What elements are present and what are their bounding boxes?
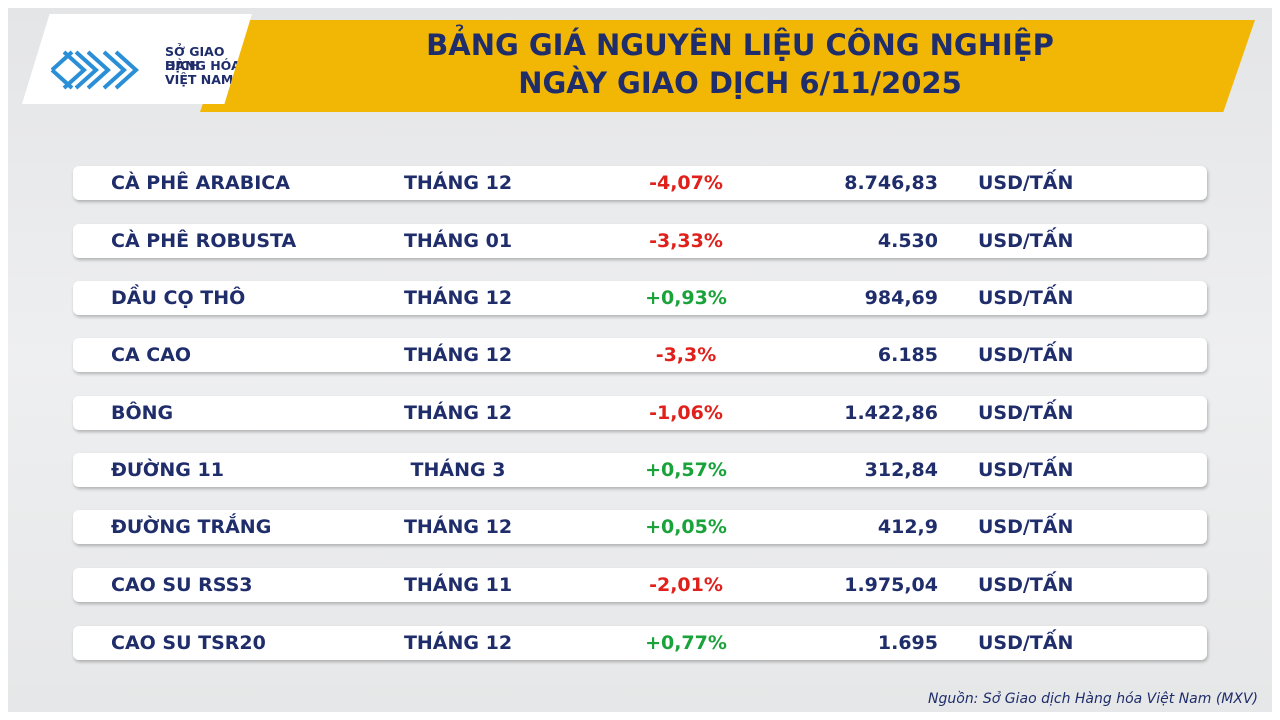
table-row: CAO SU RSS3 THÁNG 11 -2,01% 1.975,04 USD/TẤN — [73, 568, 1207, 602]
commodity: ĐƯỜNG 11 — [111, 459, 224, 481]
unit: USD/TẤN — [978, 344, 1074, 366]
logo-line: HÀNG HÓA — [165, 58, 241, 73]
price: 1.975,04 — [844, 574, 938, 596]
contract-month: THÁNG 12 — [403, 287, 513, 309]
table-row: ĐƯỜNG TRẮNG THÁNG 12 +0,05% 412,9 USD/TẤN — [73, 510, 1207, 544]
change: +0,93% — [645, 287, 727, 309]
change: +0,77% — [645, 632, 727, 654]
commodity: CA CAO — [111, 344, 192, 366]
table-row: BÔNG THÁNG 12 -1,06% 1.422,86 USD/TẤN — [73, 396, 1207, 430]
commodity: BÔNG — [111, 402, 174, 424]
table-row: ĐƯỜNG 11 THÁNG 3 +0,57% 312,84 USD/TẤN — [73, 453, 1207, 487]
logo-line: VIỆT NAM — [165, 72, 234, 87]
unit: USD/TẤN — [978, 632, 1074, 654]
change: -3,3% — [655, 344, 717, 366]
price: 1.695 — [877, 632, 938, 654]
price: 6.185 — [877, 344, 938, 366]
table-row: DẦU CỌ THÔ THÁNG 12 +0,93% 984,69 USD/TẤN — [73, 281, 1207, 315]
unit: USD/TẤN — [978, 172, 1074, 194]
change: -3,33% — [649, 230, 723, 252]
subtitle: NGÀY GIAO DỊCH 6/11/2025 — [518, 66, 962, 100]
change: -1,06% — [649, 402, 723, 424]
contract-month: THÁNG 12 — [403, 172, 513, 194]
change: -2,01% — [649, 574, 723, 596]
commodity: CÀ PHÊ ROBUSTA — [111, 230, 297, 252]
price: 984,69 — [864, 287, 938, 309]
contract-month: THÁNG 12 — [403, 632, 513, 654]
logo: SỞ GIAO DỊCH HÀNG HÓA VIỆT NAM — [22, 14, 252, 104]
unit: USD/TẤN — [978, 230, 1074, 252]
contract-month: THÁNG 01 — [403, 230, 513, 252]
price: 8.746,83 — [844, 172, 938, 194]
commodity: DẦU CỌ THÔ — [111, 287, 246, 309]
contract-month: THÁNG 11 — [403, 574, 513, 596]
source: Nguồn: Sở Giao dịch Hàng hóa Việt Nam (M… — [928, 691, 1258, 707]
header-banner — [200, 20, 1255, 112]
price: 412,9 — [877, 516, 938, 538]
contract-month: THÁNG 12 — [403, 516, 513, 538]
logo-line: SỞ GIAO DỊCH — [165, 44, 225, 73]
unit: USD/TẤN — [978, 574, 1074, 596]
contract-month: THÁNG 12 — [403, 344, 513, 366]
commodity: CAO SU RSS3 — [111, 574, 253, 596]
table-row: CÀ PHÊ ARABICA THÁNG 12 -4,07% 8.746,83 USD/… — [73, 166, 1207, 200]
contract-month: THÁNG 12 — [403, 402, 513, 424]
commodity: ĐƯỜNG TRẮNG — [111, 516, 272, 538]
change: +0,05% — [645, 516, 727, 538]
table-row: CA CAO THÁNG 12 -3,3% 6.185 USD/TẤN — [73, 338, 1207, 372]
unit: USD/TẤN — [978, 287, 1074, 309]
price: 4.530 — [877, 230, 938, 252]
logo-icon — [50, 50, 139, 90]
title: BẢNG GIÁ NGUYÊN LIỆU CÔNG NGHIỆP — [426, 28, 1054, 62]
change: -4,07% — [649, 172, 723, 194]
unit: USD/TẤN — [978, 459, 1074, 481]
unit: USD/TẤN — [978, 516, 1074, 538]
unit: USD/TẤN — [978, 402, 1074, 424]
commodity: CÀ PHÊ ARABICA — [111, 172, 290, 194]
table-row: CAO SU TSR20 THÁNG 12 +0,77% 1.695 USD/TẤN — [73, 626, 1207, 660]
commodity: CAO SU TSR20 — [111, 632, 266, 654]
contract-month: THÁNG 3 — [410, 459, 506, 481]
price: 1.422,86 — [844, 402, 938, 424]
price: 312,84 — [864, 459, 938, 481]
change: +0,57% — [645, 459, 727, 481]
table-row: CÀ PHÊ ROBUSTA THÁNG 01 -3,33% 4.530 USD/TẤN — [73, 224, 1207, 258]
